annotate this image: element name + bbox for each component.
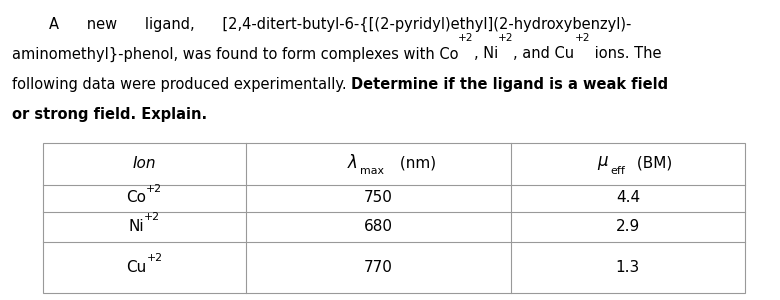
Text: $\mu$: $\mu$ bbox=[597, 154, 608, 172]
Text: +2: +2 bbox=[147, 184, 162, 194]
Text: following data were produced experimentally.: following data were produced experimenta… bbox=[12, 76, 351, 92]
Text: ions. The: ions. The bbox=[590, 46, 661, 62]
Text: aminomethyl}-phenol, was found to form complexes with Co: aminomethyl}-phenol, was found to form c… bbox=[12, 46, 458, 62]
Text: 680: 680 bbox=[363, 219, 393, 234]
Text: Co: Co bbox=[126, 190, 147, 206]
Text: 4.4: 4.4 bbox=[616, 190, 640, 206]
Text: eff: eff bbox=[610, 166, 625, 176]
Text: or strong field. Explain.: or strong field. Explain. bbox=[12, 106, 207, 122]
Text: , Ni: , Ni bbox=[473, 46, 498, 62]
Text: 770: 770 bbox=[363, 260, 393, 274]
Text: 750: 750 bbox=[363, 190, 393, 206]
Text: , and Cu: , and Cu bbox=[513, 46, 575, 62]
Text: Ni: Ni bbox=[129, 219, 144, 234]
Text: Determine if the ligand is a weak field: Determine if the ligand is a weak field bbox=[351, 76, 668, 92]
Text: +2: +2 bbox=[458, 33, 473, 43]
Text: (nm): (nm) bbox=[395, 156, 437, 171]
Text: +2: +2 bbox=[144, 212, 160, 223]
Text: 1.3: 1.3 bbox=[615, 260, 640, 274]
Text: +2: +2 bbox=[147, 253, 162, 263]
Text: 2.9: 2.9 bbox=[615, 219, 640, 234]
Text: +2: +2 bbox=[498, 33, 513, 43]
Text: A      new      ligand,      [2,4-ditert-butyl-6-{[(2-pyridyl)ethyl](2-hydroxybe: A new ligand, [2,4-ditert-butyl-6-{[(2-p… bbox=[12, 16, 631, 32]
Text: Cu: Cu bbox=[126, 260, 147, 274]
Text: +2: +2 bbox=[575, 33, 590, 43]
Text: max: max bbox=[360, 166, 384, 176]
Bar bbox=[43, 142, 745, 292]
Text: Ion: Ion bbox=[133, 156, 156, 171]
Text: $\lambda$: $\lambda$ bbox=[347, 154, 358, 172]
Text: (BM): (BM) bbox=[632, 156, 672, 171]
